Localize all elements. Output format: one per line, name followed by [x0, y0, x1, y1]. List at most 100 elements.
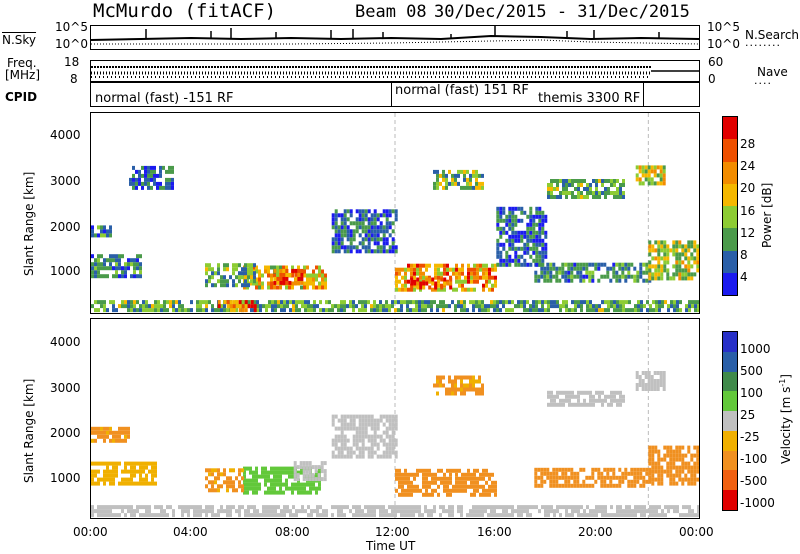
freq-panel [90, 60, 700, 82]
scatter-region [205, 263, 256, 288]
scatter-region [534, 467, 652, 488]
power-colorbar-segment [723, 206, 737, 229]
power-plot-frame [90, 112, 700, 314]
scatter-region [91, 225, 112, 238]
scatter-region [129, 165, 174, 190]
cpid-panel: normal (fast) -151 RF normal (fast) 151 … [90, 82, 700, 107]
power-colorbar-segment [723, 117, 737, 140]
power-ylabel: Slant Range [km] [22, 171, 36, 276]
vel-ytick-4000: 4000 [50, 335, 81, 349]
scatter-region [547, 179, 625, 199]
vel-cb-tick: -1000 [740, 496, 775, 510]
scatter-region [91, 461, 157, 486]
power-colorbar-segment [723, 250, 737, 273]
power-cb-tick: 24 [740, 159, 756, 173]
scatter-region [635, 371, 666, 391]
nsearch-tick-bottom: 10^0 [707, 37, 740, 51]
xtick-1200: 12:00 [375, 525, 410, 539]
velocity-colorbar-segment [723, 371, 737, 392]
velocity-colorbar-segment [723, 332, 737, 352]
nave-dots: ···· [754, 77, 772, 90]
scatter-region [433, 169, 484, 190]
scatter-region [547, 390, 625, 407]
vel-cb-tick: -100 [740, 452, 768, 466]
freq-label: Freq. [7, 56, 37, 70]
velocity-cb-label: Velocity [m s-1] [778, 374, 793, 464]
power-colorbar-segment [723, 228, 737, 251]
velocity-colorbar-segment [723, 351, 737, 372]
scatter-region [293, 461, 327, 482]
beam-label: Beam 08 [355, 2, 427, 22]
power-ytick-3000: 3000 [50, 174, 81, 188]
velocity-colorbar-segment [723, 450, 737, 471]
scatter-region [395, 468, 497, 497]
cpid-divider [643, 83, 644, 106]
scatter-region [648, 445, 700, 486]
cpid-segment-3: themis 3300 RF [538, 91, 641, 106]
velocity-colorbar-segment [723, 430, 737, 451]
nsky-trace [90, 26, 700, 45]
cpid-segment-2: normal (fast) 151 RF [395, 83, 529, 98]
velocity-plot-frame [90, 318, 700, 519]
xtick-1600: 16:00 [477, 525, 512, 539]
power-cb-tick: 12 [740, 226, 756, 240]
power-ytick-2000: 2000 [50, 220, 81, 234]
vel-ytick-1000: 1000 [50, 471, 81, 485]
vel-ytick-2000: 2000 [50, 426, 81, 440]
velocity-colorbar-segment [723, 411, 737, 431]
cpid-divider [391, 83, 392, 106]
nsearch-tick-top: 10^5 [707, 20, 740, 34]
power-cb-tick: 4 [740, 270, 748, 284]
cpid-segment-1: normal (fast) -151 RF [95, 91, 234, 106]
power-cb-tick: 20 [740, 181, 756, 195]
velocity-colorbar [722, 331, 738, 511]
xtick-0000: 00:00 [73, 525, 108, 539]
scatter-region [331, 414, 398, 459]
velocity-ylabel: Slant Range [km] [22, 378, 36, 483]
nsky-tick-bottom: 10^0 [55, 37, 88, 51]
vel-cb-tick: 100 [740, 386, 763, 400]
velocity-colorbar-segment [723, 391, 737, 412]
scatter-region [433, 375, 484, 396]
vel-cb-tick: -500 [740, 474, 768, 488]
power-colorbar-segment [723, 183, 737, 206]
freq-unit-label: [MHz] [5, 68, 41, 82]
vel-cb-tick: -25 [740, 430, 760, 444]
power-colorbar-segment [723, 161, 737, 184]
power-colorbar-segment [723, 272, 737, 295]
xtick-0800: 08:00 [275, 525, 310, 539]
xtick-2400: 00:00 [679, 525, 714, 539]
scatter-region [205, 468, 244, 493]
xaxis-label: Time UT [366, 539, 416, 553]
cpid-label: CPID [5, 90, 38, 104]
vel-cb-tick: 25 [740, 408, 756, 422]
scatter-region [91, 426, 130, 443]
date-range: 30/Dec/2015 - 31/Dec/2015 [434, 2, 690, 22]
nsky-tick-top: 10^5 [55, 20, 88, 34]
nsearch-label: N.Search [745, 28, 800, 42]
nsky-panel [90, 25, 700, 50]
power-ytick-1000: 1000 [50, 264, 81, 278]
nave-tick-bottom: 0 [708, 72, 716, 86]
power-cb-tick: 16 [740, 204, 756, 218]
power-heatmap [91, 113, 700, 313]
scatter-region [331, 209, 398, 254]
scatter-region [91, 254, 142, 279]
nsearch-dots: ········ [745, 39, 781, 52]
scatter-region [534, 262, 652, 283]
power-ytick-4000: 4000 [50, 128, 81, 142]
scatter-region [91, 505, 700, 518]
scatter-region [635, 165, 666, 186]
power-colorbar-segment [723, 139, 737, 162]
freq-tick-top: 18 [64, 55, 80, 69]
scatter-region [496, 206, 548, 267]
scatter-region [273, 268, 304, 285]
velocity-colorbar-segment [723, 470, 737, 491]
power-colorbar [722, 116, 738, 296]
velocity-colorbar-segment [723, 490, 737, 511]
power-cb-tick: 28 [740, 137, 756, 151]
scatter-region [648, 240, 700, 281]
vel-cb-tick: 1000 [740, 342, 771, 356]
freq-tick-bottom: 8 [70, 72, 78, 86]
vel-cb-tick: 500 [740, 364, 763, 378]
